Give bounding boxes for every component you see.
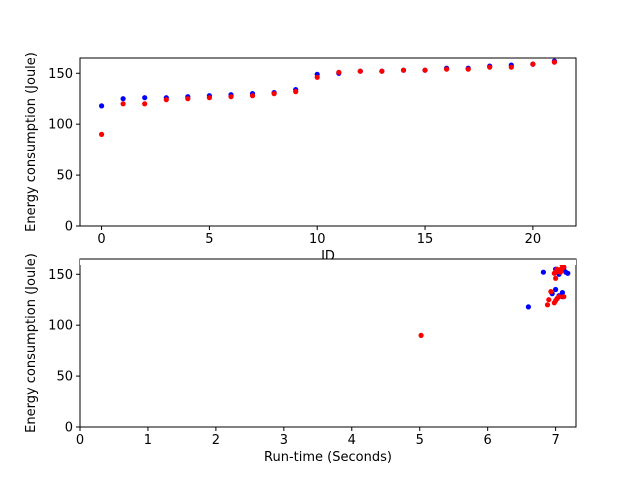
data-point [565, 270, 571, 276]
x-tick-label: 6 [484, 433, 492, 448]
data-point [546, 297, 552, 303]
series-2 [99, 59, 558, 137]
y-axis-title: Energy consumption (Joule) [24, 52, 39, 232]
x-tick-label: 10 [309, 232, 326, 247]
data-point [142, 95, 148, 101]
data-point [142, 101, 148, 107]
data-point [120, 101, 126, 107]
y-tick-label: 150 [48, 268, 73, 283]
data-point [553, 286, 559, 293]
x-tick-label: 1 [144, 433, 152, 448]
data-point [418, 332, 424, 338]
data-point [556, 294, 562, 300]
x-tick-label: 15 [417, 232, 434, 247]
x-tick-label: 5 [205, 232, 213, 247]
panel-top-mask [80, 259, 576, 265]
y-axis-title: Energy consumption (Joule) [24, 253, 39, 433]
chart-panel-2: 0 1 2 3 4 5 6 7 0 50 100 150 Energy consumption (Jou… [24, 253, 577, 465]
x-tick-label: 20 [525, 232, 542, 247]
data-point [357, 68, 363, 74]
data-point [551, 59, 558, 65]
x-tick-label: 0 [97, 232, 105, 247]
data-point [163, 97, 169, 103]
plot-frame [79, 258, 577, 428]
y-tick-label: 150 [48, 67, 73, 82]
data-point [548, 289, 554, 295]
data-point [525, 304, 532, 310]
data-point [508, 64, 514, 70]
data-point [544, 302, 551, 308]
data-point [379, 68, 385, 74]
x-tick-label: 4 [348, 433, 356, 448]
data-point [400, 67, 407, 73]
y-tick-label: 50 [56, 370, 73, 385]
x-tick-label: 2 [212, 433, 220, 448]
data-point [120, 96, 126, 102]
y-tick-label: 50 [56, 169, 73, 184]
data-point [293, 89, 299, 95]
data-point [553, 275, 559, 281]
data-point [206, 95, 212, 101]
y-tick-label: 100 [48, 319, 73, 334]
y-tick-label: 100 [48, 118, 73, 133]
data-point [465, 66, 471, 72]
data-point [444, 66, 450, 72]
x-tick-label: 7 [551, 433, 559, 448]
x-tick-label: 5 [416, 433, 424, 448]
data-point [185, 96, 191, 102]
x-tick-label: 3 [280, 433, 288, 448]
data-point [530, 61, 536, 67]
x-tick-label: 0 [76, 433, 84, 448]
y-tick-label: 0 [65, 220, 73, 235]
chart-panel-1: 0 5 10 15 20 0 50 100 150 Energy consumption (Jou… [24, 52, 577, 264]
data-point [314, 74, 320, 80]
data-point [271, 91, 277, 97]
x-axis-title: Run-time (Seconds) [264, 450, 392, 465]
data-point [540, 269, 547, 275]
data-point [99, 131, 105, 137]
data-point [99, 103, 105, 109]
plot-frame [79, 57, 577, 227]
y-tick-label: 0 [65, 421, 73, 436]
data-point [559, 290, 566, 296]
data-point [561, 264, 567, 270]
data-point [228, 94, 234, 100]
data-point [561, 294, 567, 300]
data-point [487, 64, 493, 70]
data-point [422, 67, 428, 73]
data-point [556, 267, 562, 273]
data-point [249, 93, 256, 99]
data-point [336, 69, 342, 75]
